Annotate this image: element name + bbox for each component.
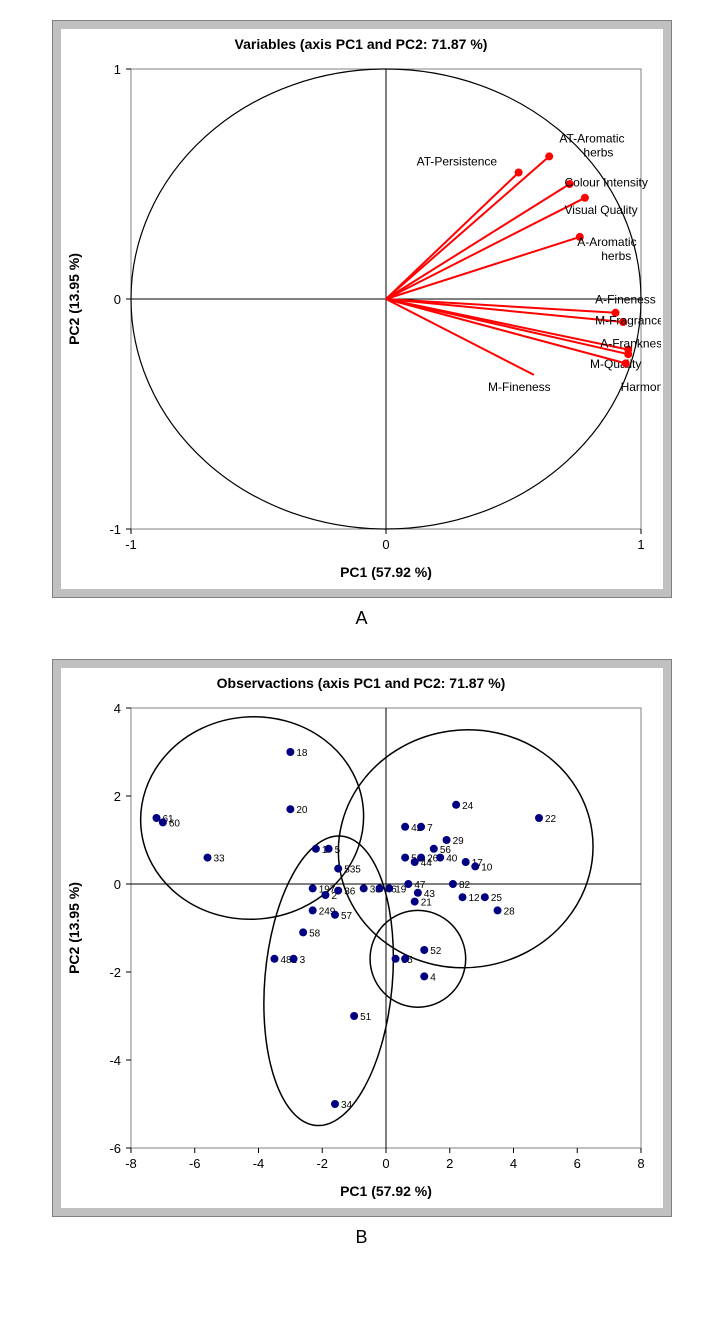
svg-text:Observactions (axis PC1 and PC: Observactions (axis PC1 and PC2: 71.87 %…: [216, 675, 505, 691]
svg-text:2: 2: [446, 1156, 453, 1171]
variables-chart: Variables (axis PC1 and PC2: 71.87 %) -1 0…: [52, 20, 672, 598]
svg-text:7: 7: [427, 823, 433, 834]
svg-text:Visual Quality: Visual Quality: [564, 203, 637, 217]
svg-text:PC2 (13.95 %): PC2 (13.95 %): [66, 253, 82, 345]
svg-text:-1: -1: [125, 537, 137, 552]
svg-text:4: 4: [113, 701, 120, 716]
svg-text:PC2 (13.95 %): PC2 (13.95 %): [66, 882, 82, 974]
svg-text:40: 40: [446, 854, 458, 865]
svg-text:12: 12: [468, 893, 480, 904]
variables-plot: Variables (axis PC1 and PC2: 71.87 %) -1 0…: [61, 29, 663, 589]
svg-text:Harmony: Harmony: [620, 380, 660, 394]
svg-text:A-Fineness: A-Fineness: [595, 293, 656, 307]
svg-text:51: 51: [360, 1012, 372, 1023]
svg-text:2: 2: [113, 789, 120, 804]
svg-text:-4: -4: [252, 1156, 264, 1171]
svg-text:Colour Intensity: Colour Intensity: [564, 175, 647, 189]
svg-text:58: 58: [309, 928, 321, 939]
svg-text:herbs: herbs: [601, 249, 631, 263]
svg-text:1: 1: [637, 537, 644, 552]
svg-text:-2: -2: [109, 965, 121, 980]
svg-text:4: 4: [509, 1156, 516, 1171]
svg-text:PC1 (57.92 %): PC1 (57.92 %): [340, 1183, 432, 1199]
svg-text:28: 28: [503, 906, 515, 917]
svg-text:PC1 (57.92 %): PC1 (57.92 %): [340, 564, 432, 580]
svg-text:5: 5: [334, 845, 340, 856]
svg-text:0: 0: [382, 1156, 389, 1171]
svg-text:1: 1: [113, 62, 120, 77]
svg-text:22: 22: [545, 814, 557, 825]
svg-text:A-Aromatic: A-Aromatic: [577, 235, 636, 249]
svg-text:-6: -6: [109, 1141, 121, 1156]
svg-text:0: 0: [113, 877, 120, 892]
svg-text:21: 21: [420, 898, 432, 909]
svg-text:18: 18: [296, 748, 308, 759]
svg-text:6: 6: [573, 1156, 580, 1171]
svg-text:M-Fragrance: M-Fragrance: [595, 313, 661, 327]
observations-plot: Observactions (axis PC1 and PC2: 71.87 %…: [61, 668, 663, 1208]
svg-text:-8: -8: [125, 1156, 137, 1171]
observations-chart: Observactions (axis PC1 and PC2: 71.87 %…: [52, 659, 672, 1217]
svg-text:Variables (axis PC1 and PC2: 7: Variables (axis PC1 and PC2: 71.87 %): [234, 36, 487, 52]
panel-b-label: B: [20, 1227, 703, 1248]
svg-text:36: 36: [344, 887, 356, 898]
svg-text:AT-Aromatic: AT-Aromatic: [559, 132, 624, 146]
svg-text:A-Frankness: A-Frankness: [600, 336, 661, 350]
panel-a-label: A: [20, 608, 703, 629]
svg-text:-6: -6: [188, 1156, 200, 1171]
svg-text:-4: -4: [109, 1053, 121, 1068]
svg-text:57: 57: [341, 911, 353, 922]
svg-text:60: 60: [168, 818, 180, 829]
observations-svg: Observactions (axis PC1 and PC2: 71.87 %…: [61, 668, 661, 1208]
svg-text:0: 0: [113, 292, 120, 307]
svg-text:29: 29: [452, 836, 464, 847]
svg-text:0: 0: [382, 537, 389, 552]
svg-text:33: 33: [213, 854, 225, 865]
svg-text:4: 4: [430, 972, 436, 983]
svg-text:52: 52: [430, 946, 442, 957]
svg-text:-1: -1: [109, 522, 121, 537]
variables-svg: Variables (axis PC1 and PC2: 71.87 %) -1 0…: [61, 29, 661, 589]
svg-text:herbs: herbs: [583, 146, 613, 160]
svg-text:24: 24: [462, 801, 474, 812]
svg-text:3: 3: [299, 955, 305, 966]
svg-text:-2: -2: [316, 1156, 328, 1171]
svg-text:25: 25: [490, 893, 502, 904]
svg-text:34: 34: [341, 1100, 353, 1111]
svg-text:82: 82: [458, 880, 470, 891]
svg-text:20: 20: [296, 805, 308, 816]
svg-text:10: 10: [481, 862, 493, 873]
svg-text:M-Fineness: M-Fineness: [488, 380, 551, 394]
svg-text:M-Quality: M-Quality: [590, 357, 641, 371]
svg-text:AT-Persistence: AT-Persistence: [416, 155, 497, 169]
svg-text:535: 535: [344, 865, 361, 876]
svg-text:8: 8: [637, 1156, 644, 1171]
